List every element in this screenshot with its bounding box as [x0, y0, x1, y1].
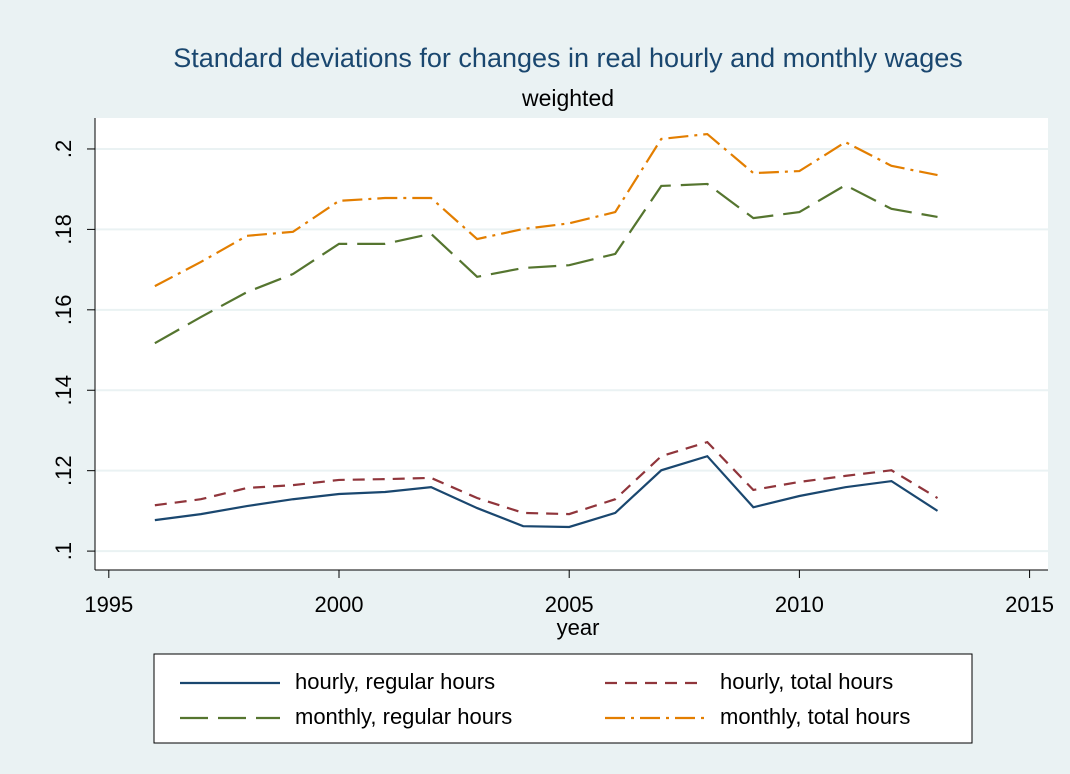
y-tick-label: .12: [51, 455, 76, 486]
legend-box: [153, 653, 973, 744]
x-tick-label: 2015: [1005, 592, 1054, 617]
y-tick-label: .18: [51, 214, 76, 245]
legend-label: monthly, total hours: [720, 704, 910, 729]
x-tick-label: 2000: [315, 592, 364, 617]
x-tick-label: 2005: [545, 592, 594, 617]
x-axis-label: year: [557, 615, 600, 640]
y-tick-label: .16: [51, 295, 76, 326]
y-tick-label: .14: [51, 375, 76, 406]
legend-label: hourly, regular hours: [295, 669, 495, 694]
chart-title: Standard deviations for changes in real …: [173, 43, 962, 73]
x-tick-label: 2010: [775, 592, 824, 617]
chart-subtitle: weighted: [521, 85, 614, 111]
x-tick-label: 1995: [84, 592, 133, 617]
series-line: [154, 454, 939, 529]
series-line: [154, 182, 938, 345]
plot-area: [95, 118, 1048, 570]
y-tick-label: .2: [51, 140, 76, 158]
y-tick-label: .1: [51, 542, 76, 560]
series-line: [154, 440, 939, 516]
legend-label: hourly, total hours: [720, 669, 893, 694]
series-line: [154, 132, 938, 288]
legend-label: monthly, regular hours: [295, 704, 512, 729]
